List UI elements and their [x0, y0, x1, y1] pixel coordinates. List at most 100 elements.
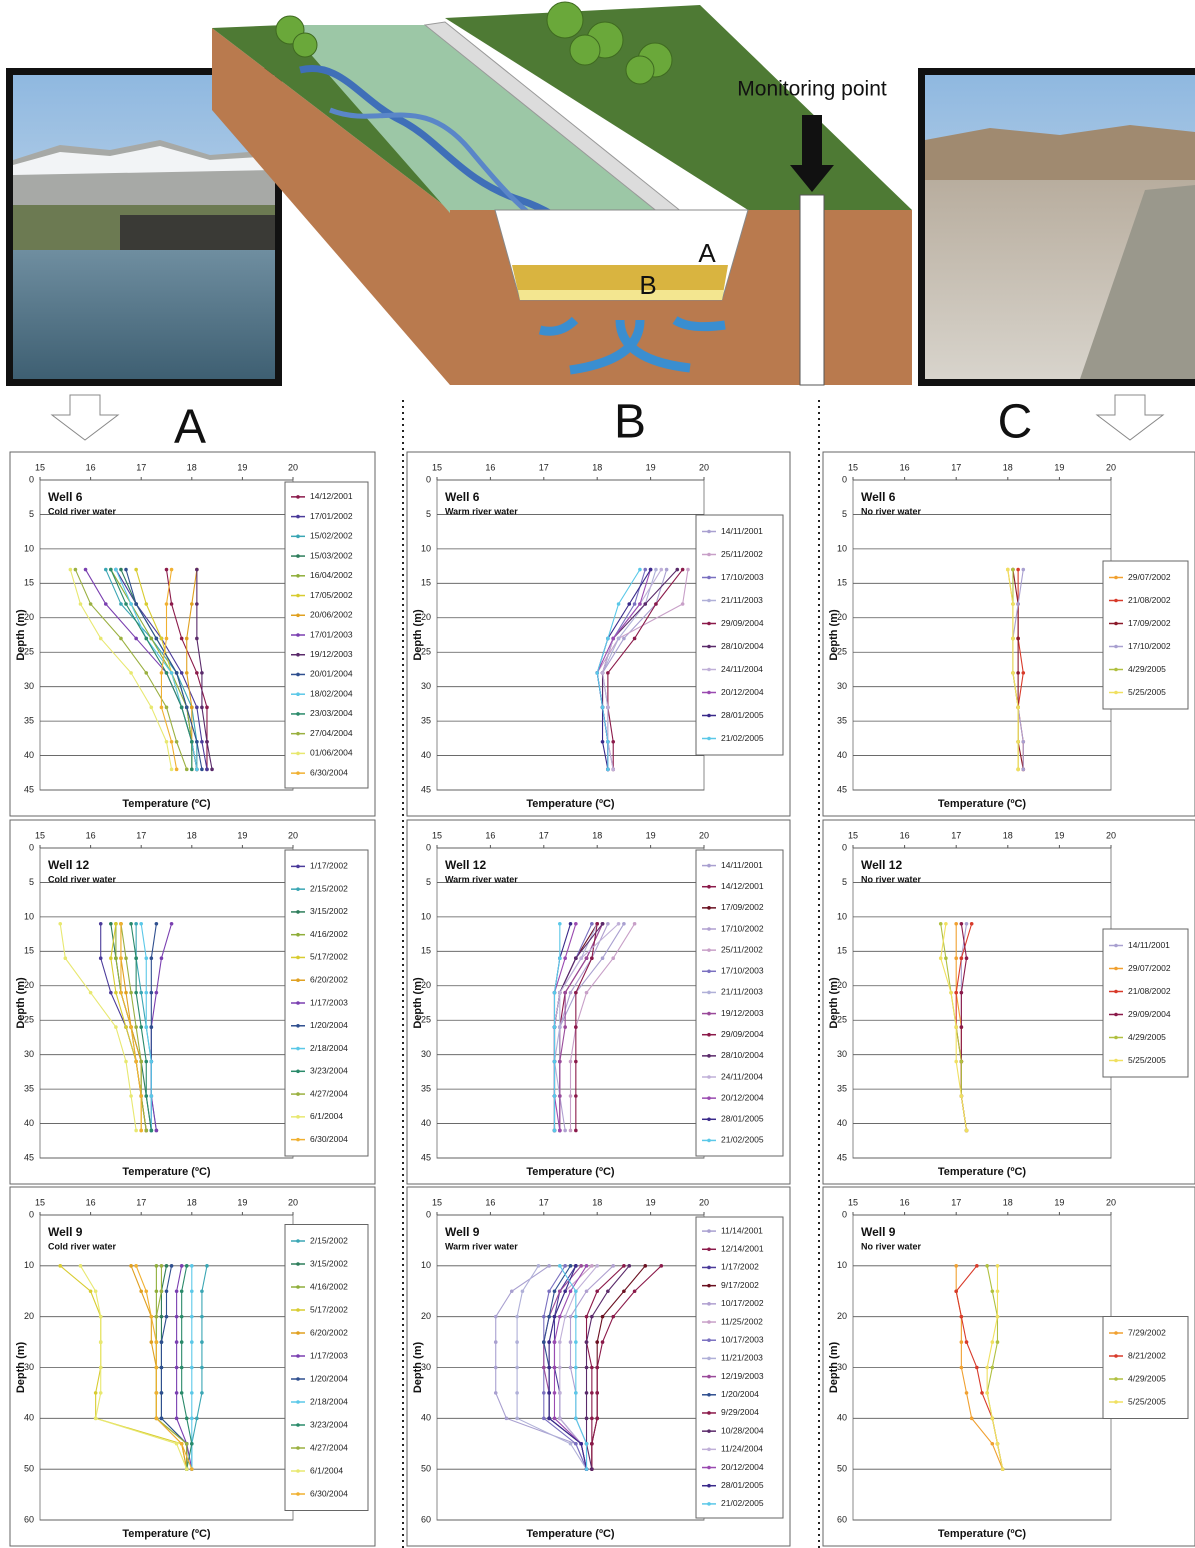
- legend-entry: 11/21/2003: [721, 1353, 763, 1363]
- data-point: [553, 1315, 557, 1319]
- x-tick-label: 17: [951, 1197, 961, 1207]
- x-axis-label: Temperature (ºC): [122, 1166, 210, 1178]
- data-point: [89, 1289, 93, 1293]
- data-point: [134, 922, 138, 926]
- x-tick-label: 18: [1003, 462, 1013, 472]
- data-point: [569, 1442, 573, 1446]
- data-point: [617, 602, 621, 606]
- legend-entry: 5/25/2005: [1128, 1396, 1166, 1406]
- data-point: [569, 991, 573, 995]
- column-header: A: [174, 401, 206, 454]
- data-point: [633, 922, 637, 926]
- legend-marker: [296, 1377, 300, 1381]
- data-point: [574, 1264, 578, 1268]
- data-point: [590, 922, 594, 926]
- data-point: [129, 991, 133, 995]
- chart-subtitle: Warm river water: [445, 1241, 518, 1251]
- legend-marker: [1114, 1013, 1118, 1017]
- legend-entry: 12/19/2003: [721, 1371, 764, 1381]
- x-tick-label: 16: [900, 1197, 910, 1207]
- legend-marker: [296, 1400, 300, 1404]
- data-point: [134, 637, 138, 641]
- data-point: [134, 1129, 138, 1133]
- data-point: [160, 637, 164, 641]
- data-point: [553, 1391, 557, 1395]
- x-tick-label: 16: [86, 830, 96, 840]
- data-point: [129, 1094, 133, 1098]
- data-point: [944, 956, 948, 960]
- data-point: [569, 1366, 573, 1370]
- data-point: [558, 1129, 562, 1133]
- x-tick-label: 17: [136, 462, 146, 472]
- data-point: [1016, 637, 1020, 641]
- legend-entry: 17/09/2002: [1128, 618, 1171, 628]
- x-tick-label: 20: [288, 1197, 298, 1207]
- y-tick-label: 45: [837, 784, 847, 794]
- data-point: [190, 1264, 194, 1268]
- data-point: [558, 956, 562, 960]
- data-point: [1016, 740, 1020, 744]
- data-point: [180, 706, 184, 710]
- x-tick-label: 19: [237, 830, 247, 840]
- data-point: [109, 922, 113, 926]
- data-point: [569, 1129, 573, 1133]
- data-point: [553, 1060, 557, 1064]
- legend-marker: [296, 732, 300, 736]
- x-axis-label: Temperature (ºC): [938, 1528, 1026, 1540]
- data-point: [643, 568, 647, 572]
- y-tick-label: 15: [24, 946, 34, 956]
- legend-entry: 15/02/2002: [310, 531, 353, 541]
- data-point: [991, 1340, 995, 1344]
- data-point: [1011, 671, 1015, 675]
- data-point: [185, 1264, 189, 1268]
- data-point: [553, 1417, 557, 1421]
- x-tick-label: 18: [1003, 830, 1013, 840]
- data-point: [558, 1060, 562, 1064]
- legend-entry: 29/09/2004: [721, 618, 764, 628]
- data-point: [537, 1264, 541, 1268]
- data-point: [563, 1315, 567, 1319]
- data-point: [195, 671, 199, 675]
- data-point: [601, 706, 605, 710]
- legend-marker: [707, 1484, 711, 1488]
- data-point: [150, 637, 154, 641]
- x-tick-label: 20: [699, 1197, 709, 1207]
- legend-marker: [296, 1070, 300, 1074]
- y-tick-label: 0: [842, 474, 847, 484]
- data-point: [155, 1391, 159, 1395]
- legend-marker: [707, 622, 711, 626]
- legend-marker: [707, 530, 711, 534]
- y-tick-label: 20: [421, 1311, 431, 1321]
- legend-marker: [707, 1338, 711, 1342]
- data-point: [185, 637, 189, 641]
- legend-marker: [1114, 1354, 1118, 1358]
- x-tick-label: 16: [485, 1197, 495, 1207]
- data-point: [515, 1340, 519, 1344]
- legend-entry: 11/24/2004: [721, 1444, 763, 1454]
- data-point: [114, 991, 118, 995]
- data-point: [954, 956, 958, 960]
- data-point: [195, 740, 199, 744]
- data-point: [579, 1264, 583, 1268]
- y-tick-label: 35: [837, 715, 847, 725]
- data-point: [595, 1264, 599, 1268]
- data-point: [165, 568, 169, 572]
- data-point: [124, 991, 128, 995]
- sediment-bottom: [518, 290, 724, 300]
- data-point: [611, 637, 615, 641]
- data-point: [494, 1315, 498, 1319]
- data-point: [574, 1025, 578, 1029]
- data-point: [985, 1366, 989, 1370]
- data-point: [547, 1264, 551, 1268]
- legend-marker: [707, 1284, 711, 1288]
- data-point: [654, 568, 658, 572]
- data-point: [185, 768, 189, 772]
- chart-panel: 0102030405060151617181920Well 9No river …: [823, 1187, 1195, 1546]
- legend-entry: 2/15/2002: [310, 1235, 348, 1245]
- data-point: [165, 637, 169, 641]
- down-arrow: [1097, 395, 1163, 440]
- legend-entry: 20/12/2004: [721, 687, 764, 697]
- data-point: [585, 1442, 589, 1446]
- data-point: [190, 740, 194, 744]
